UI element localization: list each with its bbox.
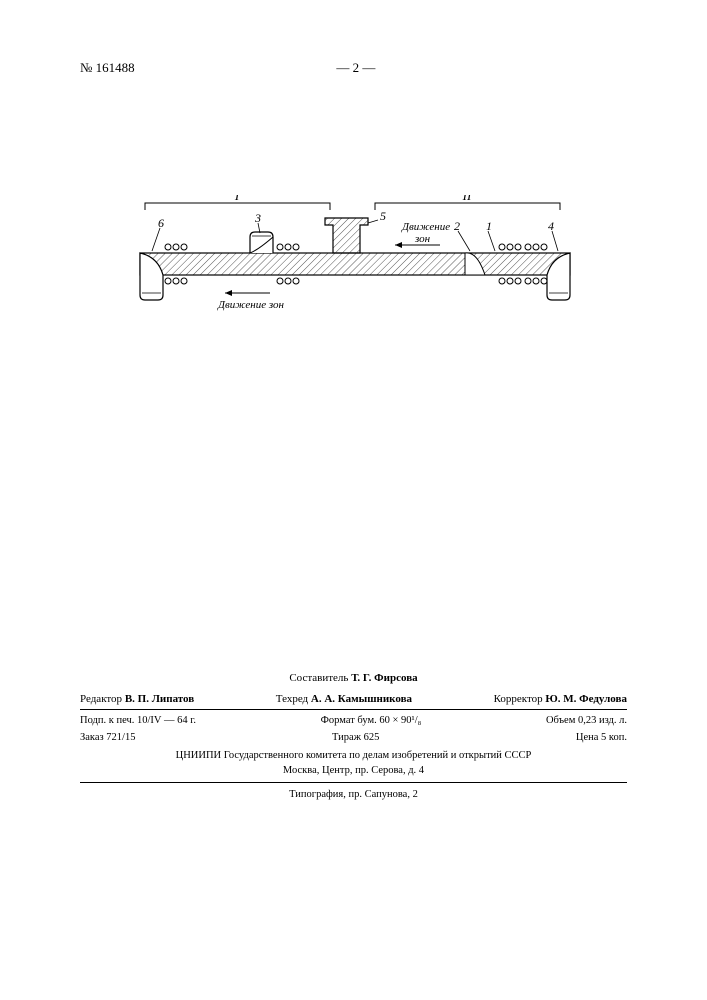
technical-diagram: I II (110, 195, 600, 335)
org-address: Москва, Центр, пр. Серова, д. 4 (80, 763, 627, 779)
corr-cell: Корректор Ю. М. Федулова (494, 691, 627, 708)
compiler-name: Т. Г. Фирсова (351, 672, 417, 684)
motion-top-1: Движение (401, 221, 450, 233)
editor-name: В. П. Липатов (125, 693, 194, 705)
print-price: Цена 5 коп. (576, 730, 627, 746)
label-5: 5 (380, 209, 386, 223)
motion-bottom: Движение зон (217, 299, 284, 311)
label-2: 2 (454, 219, 460, 233)
print-row-1: Подп. к печ. 10/IV — 64 г. Формат бум. 6… (80, 713, 627, 729)
compiler-label: Составитель (289, 672, 348, 684)
page-header: № 161488 — 2 — (0, 60, 707, 76)
editors-row: Редактор В. П. Липатов Техред А. А. Камы… (80, 691, 627, 711)
label-6: 6 (158, 216, 164, 230)
roman-2: II (462, 195, 472, 203)
page-number: — 2 — (336, 60, 375, 76)
typography-line: Типография, пр. Сапунова, 2 (80, 787, 627, 803)
editor-cell: Редактор В. П. Липатов (80, 691, 194, 708)
label-1: 1 (486, 219, 492, 233)
motion-top-2: зон (414, 233, 431, 245)
corr-label: Корректор (494, 693, 543, 705)
tech-name: А. А. Камышникова (311, 693, 412, 705)
tech-label: Техред (276, 693, 308, 705)
roman-1: I (234, 195, 240, 203)
editor-label: Редактор (80, 693, 122, 705)
compiler-line: Составитель Т. Г. Фирсова (80, 670, 627, 687)
print-order: Заказ 721/15 (80, 730, 135, 746)
print-date: Подп. к печ. 10/IV — 64 г. (80, 713, 196, 729)
label-4: 4 (548, 219, 554, 233)
footer: Составитель Т. Г. Фирсова Редактор В. П.… (80, 670, 627, 803)
label-3: 3 (254, 211, 261, 225)
print-tirage: Тираж 625 (332, 730, 379, 746)
org-name: ЦНИИПИ Государственного комитета по дела… (80, 748, 627, 764)
org-block: ЦНИИПИ Государственного комитета по дела… (80, 748, 627, 784)
doc-number: № 161488 (80, 60, 135, 76)
print-format: Формат бум. 60 × 90¹/₈ (321, 713, 422, 729)
print-row-2: Заказ 721/15 Тираж 625 Цена 5 коп. (80, 730, 627, 746)
print-volume: Объем 0,23 изд. л. (546, 713, 627, 729)
corr-name: Ю. М. Федулова (545, 693, 627, 705)
tech-cell: Техред А. А. Камышникова (276, 691, 412, 708)
